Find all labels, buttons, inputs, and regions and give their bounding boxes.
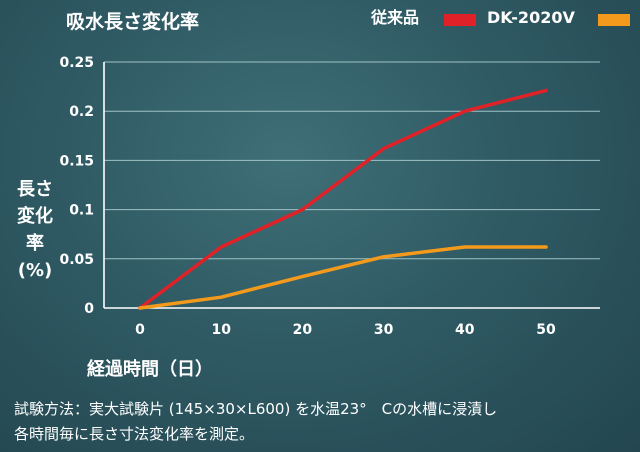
note-line-0: 試験方法：実大試験片 (145×30×L600) を水温23° Cの水槽に浸漬し (14, 400, 497, 418)
legend-swatch-0 (444, 14, 476, 26)
legend-label-1: DK-2020V (487, 8, 575, 27)
x-tick-label: 20 (293, 322, 313, 338)
data-point (138, 306, 142, 310)
series-line-0 (138, 88, 548, 310)
chart-title: 吸水長さ変化率 (66, 10, 199, 33)
y-axis-label-line-1: 変化 (17, 205, 53, 227)
y-tick-label: 0.15 (59, 153, 94, 169)
y-axis-label-line-2: 率 (26, 232, 44, 254)
x-tick-label: 30 (374, 322, 394, 338)
data-point (219, 245, 223, 249)
legend-label-0: 従来品 (370, 8, 419, 27)
x-tick-label: 50 (536, 322, 556, 338)
y-axis-label: 長さ 変化 率 (%) (17, 179, 53, 281)
x-axis-label: 経過時間（日） (87, 358, 213, 380)
y-tick-label: 0.1 (69, 203, 94, 219)
legend: 従来品 DK-2020V (370, 8, 630, 27)
data-point (300, 208, 304, 212)
data-point (463, 109, 467, 113)
data-point (544, 88, 548, 93)
data-point (219, 295, 223, 299)
x-tick-label: 0 (135, 322, 145, 338)
series-line-1 (138, 245, 548, 310)
y-tick-label: 0.2 (69, 104, 94, 120)
series-lines (138, 88, 548, 310)
note-line-1: 各時間毎に長さ寸法変化率を測定。 (14, 425, 254, 443)
y-tick-label: 0.05 (59, 252, 94, 268)
data-point (544, 245, 548, 249)
y-tick-label: 0 (84, 301, 94, 317)
grid (103, 61, 600, 309)
y-tick-label: 0.25 (59, 55, 94, 71)
data-point (382, 146, 386, 151)
x-tick-label: 10 (211, 322, 231, 338)
y-axis-label-line-0: 長さ (17, 179, 53, 200)
x-tick-labels: 0 10 20 30 40 50 (135, 322, 556, 338)
data-point (463, 245, 467, 249)
y-axis-label-line-3: (%) (18, 260, 53, 281)
y-tick-labels: 0 0.05 0.1 0.15 0.2 0.25 (59, 55, 94, 317)
data-point (382, 255, 386, 259)
x-tick-label: 40 (455, 322, 475, 338)
data-point (300, 274, 304, 279)
legend-swatch-1 (598, 14, 630, 26)
